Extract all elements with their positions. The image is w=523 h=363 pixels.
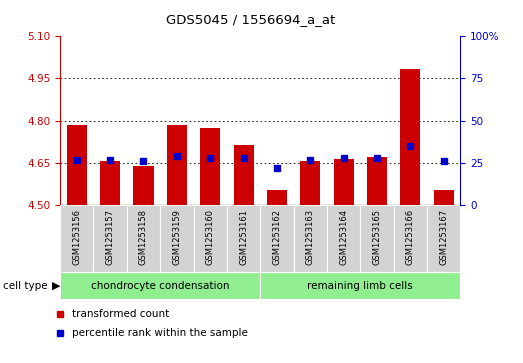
Bar: [94, 205, 127, 272]
Bar: [227, 205, 260, 272]
Bar: [427, 205, 460, 272]
Bar: [200, 128, 220, 205]
Text: remaining limb cells: remaining limb cells: [308, 281, 413, 291]
Bar: [233, 144, 254, 205]
Text: percentile rank within the sample: percentile rank within the sample: [72, 327, 248, 338]
Bar: [327, 205, 360, 272]
Bar: [194, 205, 227, 272]
Bar: [293, 205, 327, 272]
Text: GSM1253165: GSM1253165: [372, 209, 381, 265]
Text: ▶: ▶: [52, 281, 61, 291]
Text: GSM1253161: GSM1253161: [239, 209, 248, 265]
Text: GSM1253156: GSM1253156: [72, 209, 81, 265]
Text: GSM1253162: GSM1253162: [272, 209, 281, 265]
Bar: [394, 205, 427, 272]
Bar: [334, 159, 354, 205]
Bar: [267, 189, 287, 205]
Text: GDS5045 / 1556694_a_at: GDS5045 / 1556694_a_at: [166, 13, 336, 26]
Text: chondrocyte condensation: chondrocyte condensation: [91, 281, 230, 291]
Text: GSM1253157: GSM1253157: [106, 209, 115, 265]
Bar: [60, 272, 260, 299]
Text: GSM1253166: GSM1253166: [406, 209, 415, 265]
Bar: [260, 205, 293, 272]
Text: GSM1253160: GSM1253160: [206, 209, 214, 265]
Text: cell type: cell type: [3, 281, 47, 291]
Bar: [167, 125, 187, 205]
Bar: [400, 69, 420, 205]
Bar: [133, 166, 154, 205]
Bar: [67, 125, 87, 205]
Text: GSM1253167: GSM1253167: [439, 209, 448, 265]
Bar: [360, 205, 393, 272]
Text: GSM1253159: GSM1253159: [173, 209, 181, 265]
Bar: [160, 205, 194, 272]
Bar: [367, 157, 387, 205]
Bar: [60, 205, 94, 272]
Text: transformed count: transformed count: [72, 309, 169, 319]
Text: GSM1253164: GSM1253164: [339, 209, 348, 265]
Text: GSM1253163: GSM1253163: [306, 209, 315, 265]
Bar: [434, 189, 453, 205]
Bar: [260, 272, 460, 299]
Bar: [300, 162, 320, 205]
Text: GSM1253158: GSM1253158: [139, 209, 148, 265]
Bar: [127, 205, 160, 272]
Bar: [100, 162, 120, 205]
